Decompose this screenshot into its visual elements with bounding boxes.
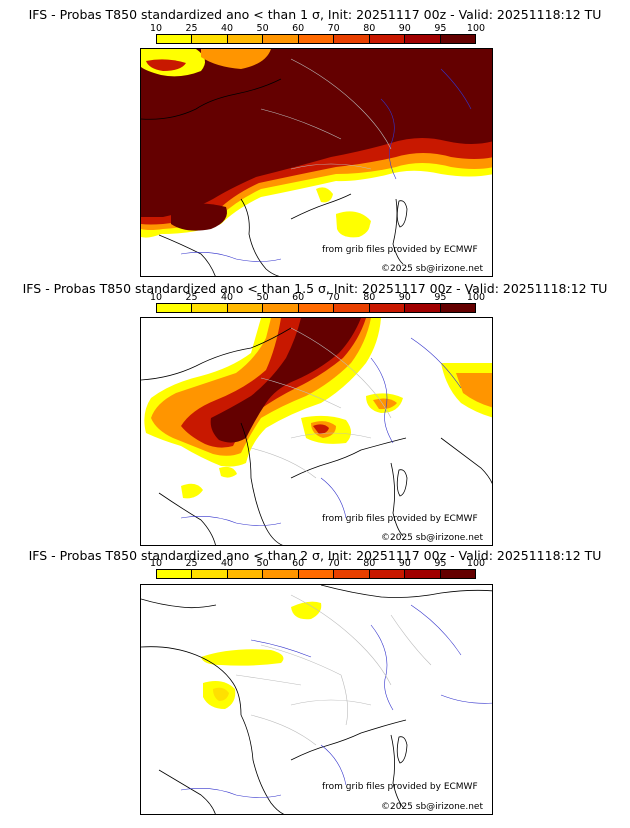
colorbar-swatch [263, 35, 299, 43]
colorbar-swatch [192, 570, 228, 578]
copyright-label: ©2025 sb@irizone.net [381, 533, 483, 543]
colorbar-tick: 50 [256, 558, 269, 569]
colorbar-tick: 95 [434, 292, 447, 303]
probability-map: from grib files provided by ECMWF ©2025 … [140, 584, 493, 815]
copyright-label: ©2025 sb@irizone.net [381, 264, 483, 274]
panel-title: IFS - Probas T850 standardized ano < tha… [28, 548, 602, 563]
map-graphic [141, 585, 492, 814]
source-label: from grib files provided by ECMWF [322, 245, 478, 255]
colorbar-ticks: 10 25 40 50 60 70 80 90 95 100 [150, 23, 485, 34]
source-label: from grib files provided by ECMWF [322, 514, 478, 524]
colorbar-tick: 40 [220, 558, 234, 569]
colorbar-tick: 50 [256, 292, 269, 303]
colorbar-tick: 60 [292, 292, 305, 303]
colorbar: 10 25 40 50 60 70 80 90 95 100 [150, 292, 485, 314]
map-graphic [141, 318, 492, 545]
colorbar-swatch [334, 35, 370, 43]
colorbar-tick: 90 [398, 292, 411, 303]
colorbar-swatch [192, 304, 228, 312]
colorbar-swatch [227, 35, 264, 43]
colorbar-swatch [440, 35, 475, 43]
colorbar-tick: 40 [220, 23, 234, 34]
colorbar-swatch [157, 570, 193, 578]
colorbar-tick: 50 [256, 23, 269, 34]
colorbar-tick: 70 [327, 23, 340, 34]
colorbar-swatch [263, 570, 299, 578]
colorbar-swatches [156, 34, 476, 44]
colorbar-swatch [263, 304, 299, 312]
colorbar: 10 25 40 50 60 70 80 90 95 100 [150, 23, 485, 45]
colorbar-ticks: 10 25 40 50 60 70 80 90 95 100 [150, 558, 485, 569]
colorbar: 10 25 40 50 60 70 80 90 95 100 [150, 558, 485, 580]
copyright-label: ©2025 sb@irizone.net [381, 802, 483, 812]
colorbar-tick: 95 [434, 23, 447, 34]
colorbar-tick: 80 [363, 558, 376, 569]
colorbar-swatch [227, 304, 264, 312]
colorbar-tick: 95 [434, 558, 447, 569]
colorbar-swatch [157, 35, 193, 43]
colorbar-swatch [369, 35, 406, 43]
colorbar-tick: 70 [327, 558, 340, 569]
colorbar-swatch [405, 304, 441, 312]
colorbar-tick: 100 [466, 292, 486, 303]
colorbar-tick: 80 [363, 292, 376, 303]
panel-title: IFS - Probas T850 standardized ano < tha… [22, 281, 608, 296]
colorbar-tick: 10 [149, 23, 163, 34]
colorbar-swatch [405, 35, 441, 43]
colorbar-swatch [369, 304, 406, 312]
colorbar-tick: 10 [149, 292, 163, 303]
colorbar-tick: 90 [398, 558, 411, 569]
colorbar-tick: 80 [363, 23, 376, 34]
colorbar-swatch [298, 35, 335, 43]
colorbar-tick: 25 [185, 558, 198, 569]
colorbar-tick: 100 [466, 558, 486, 569]
source-label: from grib files provided by ECMWF [322, 782, 478, 792]
colorbar-tick: 90 [398, 23, 411, 34]
colorbar-swatch [334, 304, 370, 312]
colorbar-tick: 10 [149, 558, 163, 569]
colorbar-tick: 60 [292, 23, 305, 34]
panel-title: IFS - Probas T850 standardized ano < tha… [28, 7, 602, 22]
colorbar-swatch [440, 304, 475, 312]
colorbar-swatch [157, 304, 193, 312]
probability-map: from grib files provided by ECMWF ©2025 … [140, 48, 493, 277]
colorbar-tick: 25 [185, 292, 198, 303]
colorbar-ticks: 10 25 40 50 60 70 80 90 95 100 [150, 292, 485, 303]
colorbar-tick: 70 [327, 292, 340, 303]
colorbar-swatch [192, 35, 228, 43]
colorbar-tick: 25 [185, 23, 198, 34]
colorbar-swatches [156, 569, 476, 579]
map-graphic [141, 49, 492, 276]
colorbar-swatch [298, 570, 335, 578]
colorbar-swatch [369, 570, 406, 578]
colorbar-swatch [334, 570, 370, 578]
colorbar-swatch [227, 570, 264, 578]
colorbar-tick: 60 [292, 558, 305, 569]
colorbar-swatches [156, 303, 476, 313]
colorbar-swatch [405, 570, 441, 578]
colorbar-swatch [298, 304, 335, 312]
probability-map: from grib files provided by ECMWF ©2025 … [140, 317, 493, 546]
colorbar-swatch [440, 570, 475, 578]
colorbar-tick: 40 [220, 292, 234, 303]
colorbar-tick: 100 [466, 23, 486, 34]
